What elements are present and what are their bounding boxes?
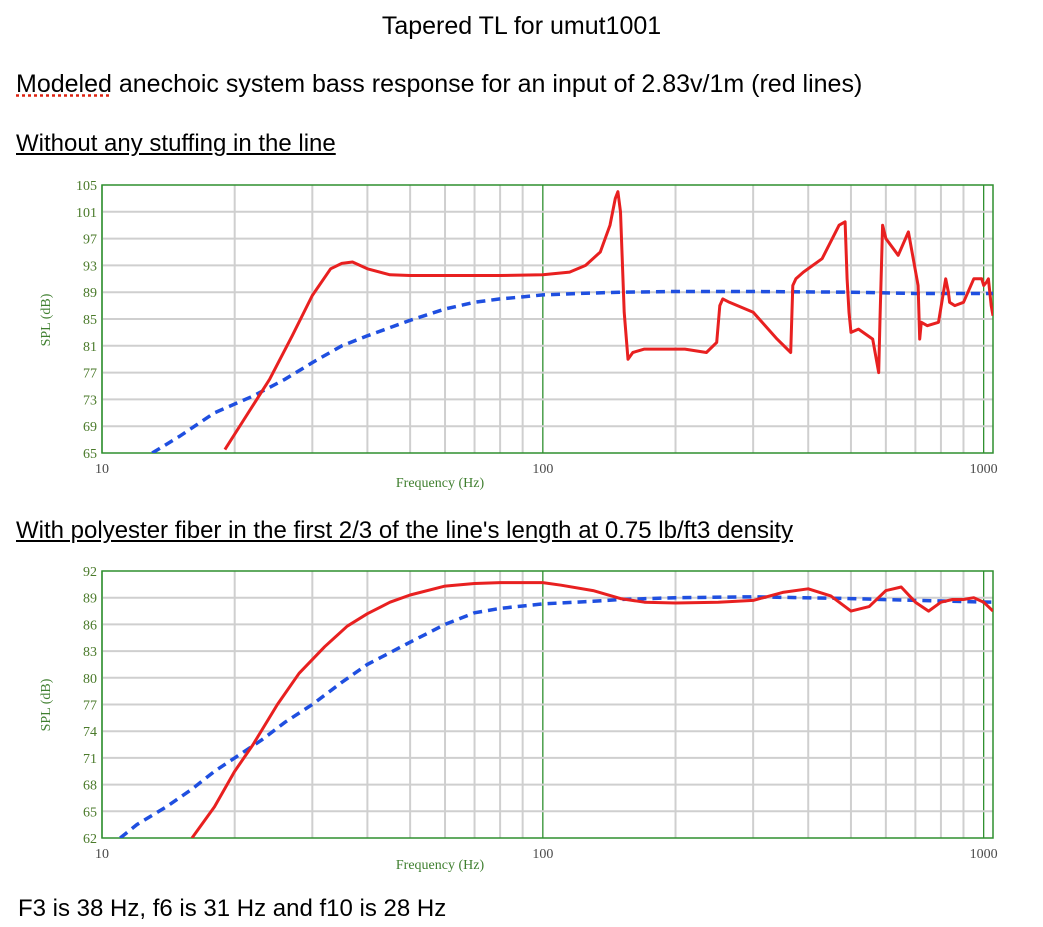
y-axis-label: SPL (dB) xyxy=(39,293,54,346)
y-tick-label: 65 xyxy=(83,447,97,462)
series-line-blue-dashed xyxy=(119,595,993,838)
y-tick-label: 77 xyxy=(83,699,97,714)
x-axis-label: Frequency (Hz) xyxy=(396,476,485,491)
y-tick-label: 74 xyxy=(83,725,97,740)
y-tick-label: 92 xyxy=(83,565,97,580)
y-tick-label: 73 xyxy=(83,393,97,408)
page-subtitle: Modeled anechoic system bass response fo… xyxy=(16,70,862,99)
y-tick-label: 105 xyxy=(76,179,97,194)
y-tick-label: 68 xyxy=(83,779,97,794)
x-tick-label: 100 xyxy=(532,847,553,862)
y-tick-label: 80 xyxy=(83,672,97,687)
subtitle-text: anechoic system bass response for an inp… xyxy=(111,70,863,98)
y-tick-label: 77 xyxy=(83,367,97,382)
y-tick-label: 69 xyxy=(83,420,97,435)
y-tick-label: 97 xyxy=(83,233,97,248)
y-axis-label: SPL (dB) xyxy=(39,678,54,731)
y-tick-label: 86 xyxy=(83,618,97,633)
footer-summary: F3 is 38 Hz, f6 is 31 Hz and f10 is 28 H… xyxy=(18,895,447,922)
y-tick-label: 83 xyxy=(83,645,97,660)
x-tick-label: 10 xyxy=(95,462,109,477)
x-axis-label: Frequency (Hz) xyxy=(396,858,485,873)
y-tick-label: 101 xyxy=(76,206,97,221)
y-tick-label: 85 xyxy=(83,313,97,328)
y-tick-label: 71 xyxy=(83,752,97,767)
y-tick-label: 89 xyxy=(83,592,97,607)
y-tick-label: 81 xyxy=(83,340,97,355)
x-tick-label: 100 xyxy=(532,462,553,477)
section-heading-polyester-fiber: With polyester fiber in the first 2/3 of… xyxy=(16,517,793,544)
x-tick-label: 1000 xyxy=(970,847,998,862)
plot-frame xyxy=(101,184,994,454)
y-tick-label: 62 xyxy=(83,832,97,847)
series-line-red xyxy=(190,581,993,838)
page-title: Tapered TL for umut1001 xyxy=(381,12,662,40)
subtitle-word-modeled: Modeled xyxy=(16,70,112,98)
series-line-red xyxy=(223,190,993,451)
plot-frame xyxy=(101,570,994,839)
y-tick-label: 93 xyxy=(83,259,97,274)
x-tick-label: 10 xyxy=(95,847,109,862)
x-tick-label: 1000 xyxy=(970,462,998,477)
section-heading-no-stuffing: Without any stuffing in the line xyxy=(16,130,336,157)
y-tick-label: 65 xyxy=(83,805,97,820)
y-tick-label: 89 xyxy=(83,286,97,301)
